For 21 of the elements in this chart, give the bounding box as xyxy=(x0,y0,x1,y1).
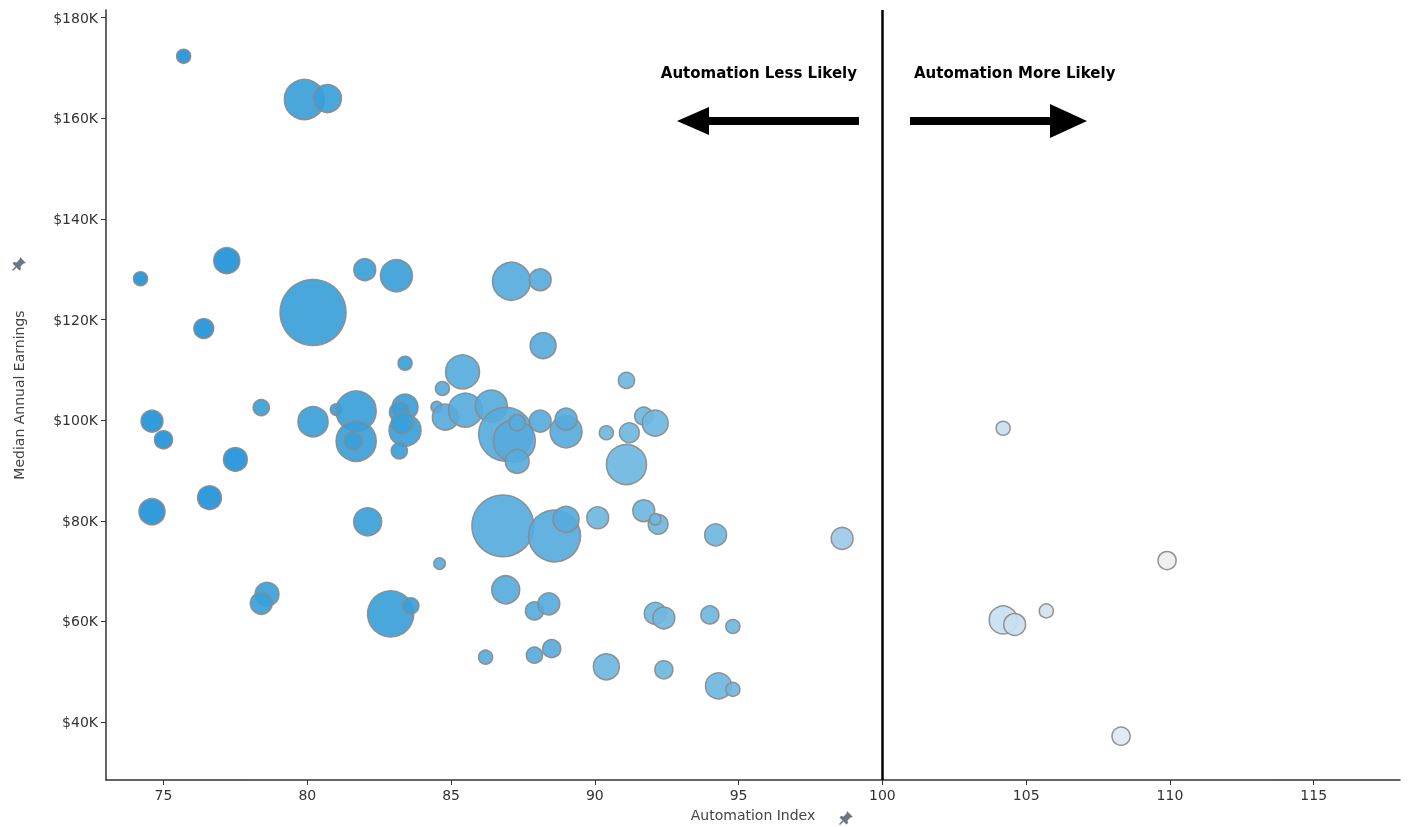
y-tick-label: $40K xyxy=(62,714,99,731)
y-tick-label: $140K xyxy=(53,210,99,227)
x-tick-label: 90 xyxy=(585,787,604,803)
y-tick-label: $80K xyxy=(62,512,99,529)
y-tick-label: $100K xyxy=(53,412,99,429)
x-tick-label: 105 xyxy=(1012,787,1040,803)
annotation: Automation Less Likely xyxy=(660,64,857,82)
x-tick-label: 85 xyxy=(442,787,460,803)
y-axis-title: Median Annual Earnings xyxy=(11,310,27,480)
x-tick-label: 95 xyxy=(729,787,748,803)
y-tick-label: $60K xyxy=(62,613,99,630)
x-tick-label: 75 xyxy=(154,787,173,803)
y-tick-label: $160K xyxy=(53,110,99,127)
x-tick-label: 80 xyxy=(298,787,317,803)
x-axis-title: Automation Index xyxy=(690,807,816,823)
annotation: Automation More Likely xyxy=(914,64,1116,82)
x-tick-label: 110 xyxy=(1156,787,1184,803)
y-tick-label: $120K xyxy=(53,311,99,328)
y-tick-label: $180K xyxy=(53,9,99,26)
x-tick-label: 115 xyxy=(1300,787,1328,803)
x-tick-label: 100 xyxy=(869,787,896,803)
